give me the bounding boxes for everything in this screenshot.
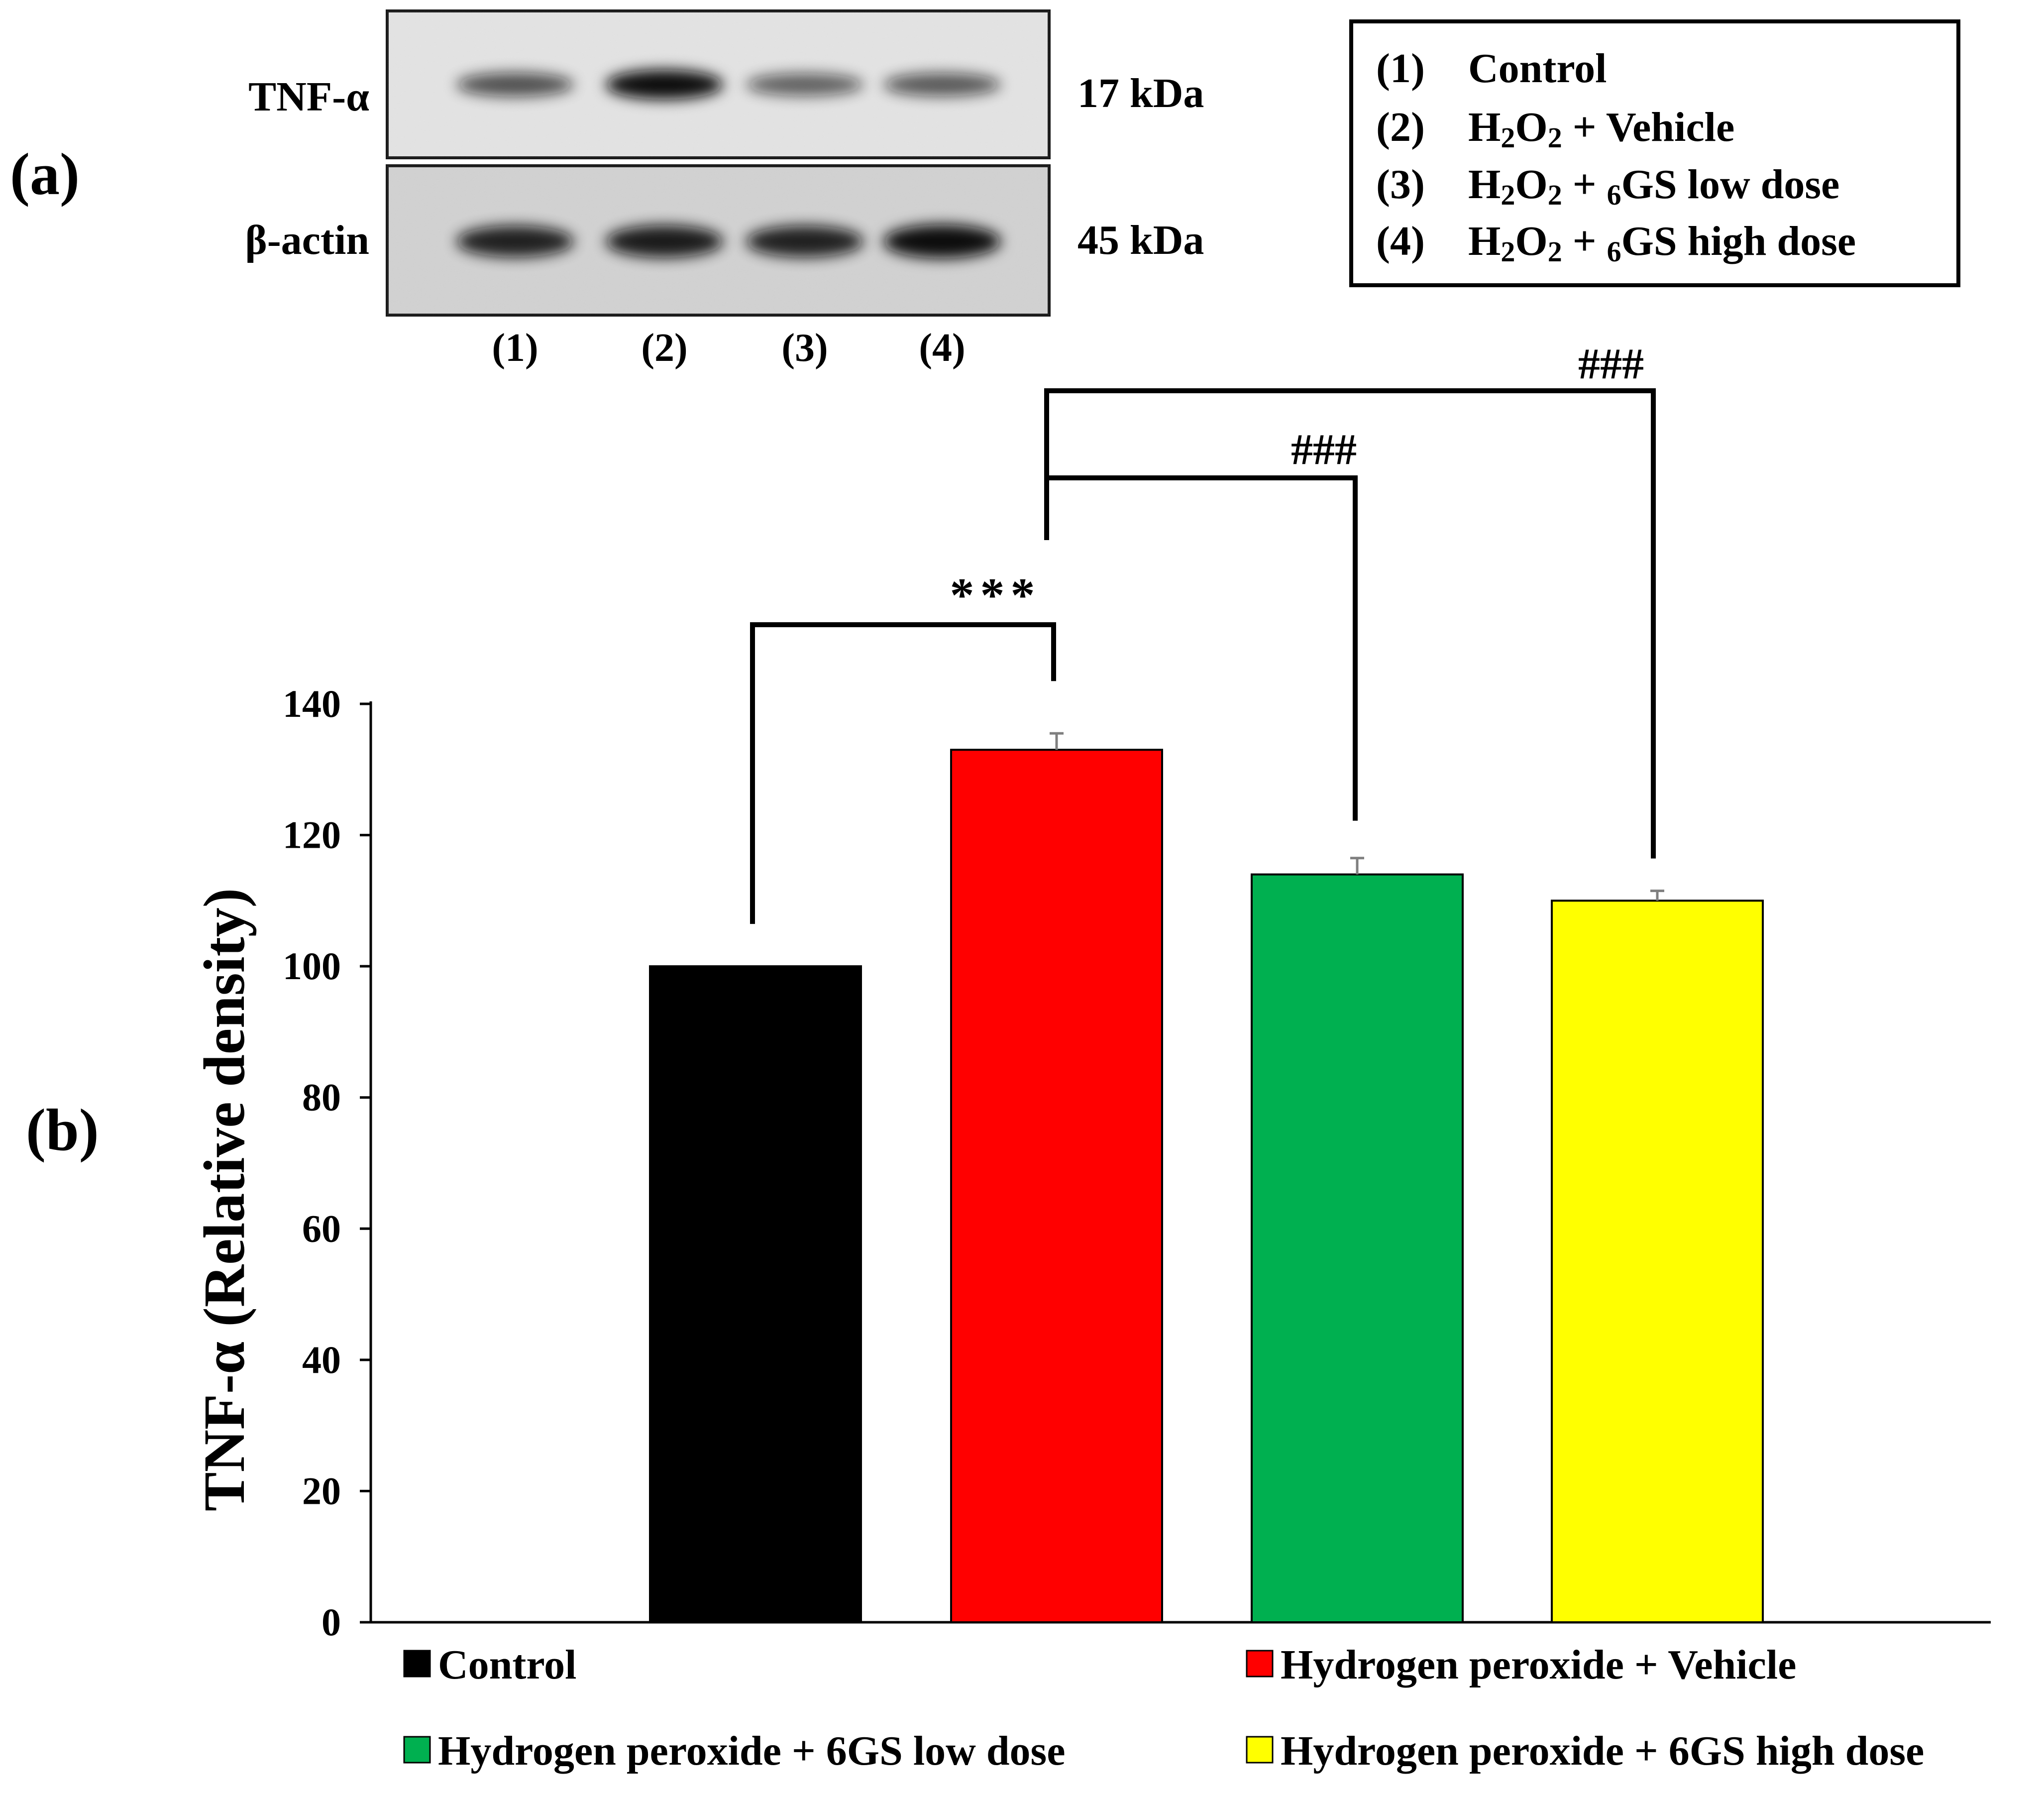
lane-key-row-3: (3) H2O2 + 6GS low dose [1376,161,1839,211]
legend-swatch [403,1650,431,1678]
significance-label-1: *** [950,568,1041,622]
significance-bracket-3 [1044,388,1656,859]
blot-tnf-size-label: 17 kDa [1077,70,1204,116]
blot-band-lane-3 [746,73,863,96]
legend-item-1: Control [403,1642,576,1688]
subscript: 6 [1607,235,1621,268]
bar-3 [1251,873,1464,1623]
lane-key-row-1: (1) Control [1376,45,1607,92]
lane-key-num: (2) [1376,104,1425,150]
blot-actin-size-label: 45 kDa [1077,217,1204,263]
label-text: O [1515,104,1547,150]
label-text: GS low dose [1621,161,1840,208]
y-tick-label: 120 [283,813,341,857]
lane-key-label: Control [1468,45,1607,92]
y-tick-label: 40 [302,1338,341,1381]
legend-label: Hydrogen peroxide + Vehicle [1281,1642,1796,1688]
subscript: 2 [1501,235,1515,268]
lane-label-4: (4) [919,326,965,370]
y-tick-label: 0 [322,1600,341,1644]
label-text: + [1562,218,1607,264]
blot-band-lane-4 [883,224,1001,258]
label-text: O [1515,218,1547,264]
subscript: 2 [1548,121,1562,154]
lane-key-label: H2O2 + 6GS high dose [1468,218,1856,268]
blot-tnf [386,9,1051,159]
chart-legend: Control Hydrogen peroxide + Vehicle Hydrog… [403,1642,1924,1774]
legend-label: Control [438,1642,576,1688]
significance-bracket-1 [750,622,1056,924]
lane-key-num: (3) [1376,161,1425,208]
legend-label: Hydrogen peroxide + 6GS high dose [1281,1728,1924,1774]
blot-band-lane-2 [606,70,723,100]
subscript: 2 [1548,235,1562,268]
blot-band-lane-3 [746,225,863,257]
bar-1 [649,965,862,1623]
blot-tnf-bands [456,70,1001,100]
subscript: 2 [1548,179,1562,211]
label-text: H [1468,218,1501,264]
lane-key-row-2: (2) H2O2 + Vehicle [1376,104,1734,154]
legend-item-3: Hydrogen peroxide + 6GS low dose [403,1728,1066,1774]
bar-2 [950,749,1163,1623]
lane-key-row-4: (4) H2O2 + 6GS high dose [1376,218,1856,268]
lane-key-frame [1349,19,1960,287]
blot-band-lane-1 [456,225,574,257]
subscript: 2 [1501,179,1515,211]
lane-key-box: (1) Control (2) H2O2 + Vehicle (3) H2O2 … [1349,19,1960,287]
label-text: GS high dose [1621,218,1856,264]
label-text: O [1515,161,1547,208]
subscript: 2 [1501,121,1515,154]
y-tick-label: 60 [302,1207,341,1250]
legend-item-2: Hydrogen peroxide + Vehicle [1246,1642,1796,1688]
lane-label-1: (1) [492,326,538,370]
blot-band-lane-4 [883,73,1001,97]
lane-key-label-text: Control [1468,45,1607,92]
western-blot-panel: (a) TNF-α 17 kDa β-actin 45 kDa (1) (2) … [10,9,1960,370]
blot-band-lane-1 [456,73,574,97]
legend-item-4: Hydrogen peroxide + 6GS high dose [1246,1728,1924,1774]
blot-actin [386,164,1051,317]
y-axis-title: TNF-α (Relative density) [192,888,257,1511]
lane-label-2: (2) [641,326,687,370]
y-tick-label: 140 [283,682,341,725]
legend-swatch [1246,1650,1274,1678]
blot-band-lane-2 [606,225,723,258]
lane-label-3: (3) [781,326,828,370]
legend-label: Hydrogen peroxide + 6GS low dose [438,1728,1066,1774]
significance-label-2: ### [1291,426,1357,474]
bar-chart: 0 20 40 60 80 100 120 140 *** ### ### [283,340,1991,1644]
blot-actin-bands [456,224,1001,258]
lane-key-num: (1) [1376,45,1425,92]
blot-tnf-protein-label: TNF-α [248,74,369,120]
legend-swatch [1246,1736,1274,1764]
panel-a-label: (a) [10,141,80,207]
legend-swatch [403,1736,431,1764]
label-text: H [1468,104,1501,150]
significance-label-3: ### [1578,340,1644,388]
label-text: + Vehicle [1562,104,1735,150]
panel-b-label: (b) [26,1097,99,1163]
y-tick-label: 80 [302,1076,341,1119]
bar-4 [1551,899,1764,1623]
lane-key-label: H2O2 + 6GS low dose [1468,161,1839,211]
y-tick-label: 100 [283,944,341,988]
label-text: H [1468,161,1501,208]
bar-chart-panel: (b) TNF-α (Relative density) 0 20 40 60 80 10… [26,340,1991,1774]
lane-key-label: H2O2 + Vehicle [1468,104,1734,154]
subscript: 6 [1607,179,1621,211]
lane-key-num: (4) [1376,218,1425,264]
blot-actin-protein-label: β-actin [245,217,369,263]
y-tick-label: 20 [302,1469,341,1512]
label-text: + [1562,161,1607,208]
